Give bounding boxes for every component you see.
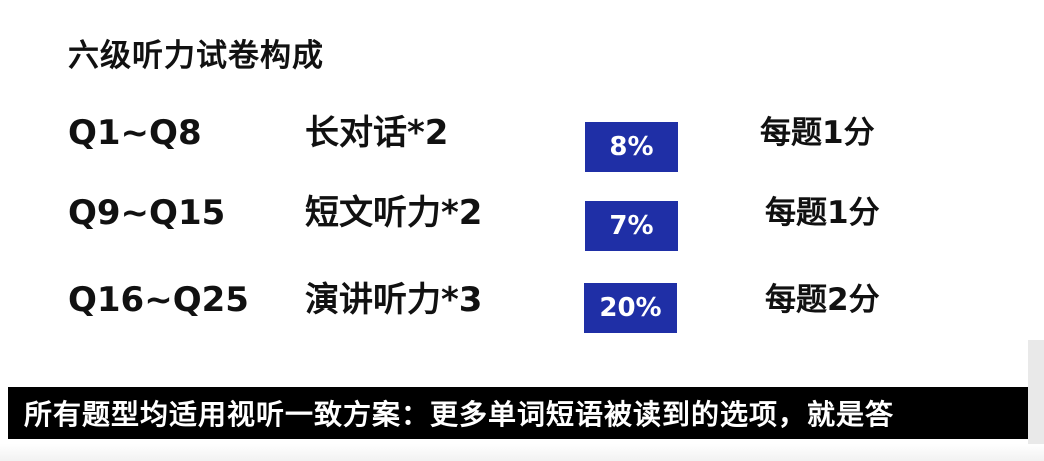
slide-title: 六级听力试卷构成 <box>68 38 324 74</box>
question-range: Q1~Q8 <box>68 113 202 153</box>
percent-badge: 7% <box>585 201 678 251</box>
percent-badge: 20% <box>584 283 677 333</box>
bottom-strip <box>0 444 1044 461</box>
score-per-question: 每题1分 <box>765 195 880 231</box>
percent-value: 7% <box>609 211 654 241</box>
percent-value: 8% <box>609 132 654 162</box>
question-row-1: Q1~Q8 长对话*2 8% 每题1分 <box>0 116 1044 176</box>
score-per-question: 每题2分 <box>765 282 880 318</box>
question-row-2: Q9~Q15 短文听力*2 7% 每题1分 <box>0 196 1044 256</box>
percent-badge: 8% <box>585 122 678 172</box>
question-range: Q9~Q15 <box>68 193 226 233</box>
subtitle-text: 所有题型均适用视听一致方案：更多单词短语被读到的选项，就是答 <box>24 398 895 431</box>
percent-value: 20% <box>599 293 662 323</box>
question-type: 短文听力*2 <box>305 193 483 233</box>
edge-strip <box>1028 340 1044 461</box>
question-type: 演讲听力*3 <box>305 280 483 320</box>
subtitle-bar: 所有题型均适用视听一致方案：更多单词短语被读到的选项，就是答 <box>8 387 1028 439</box>
question-type: 长对话*2 <box>305 113 449 153</box>
score-per-question: 每题1分 <box>760 115 875 151</box>
question-row-3: Q16~Q25 演讲听力*3 20% 每题2分 <box>0 283 1044 343</box>
question-range: Q16~Q25 <box>68 280 249 320</box>
